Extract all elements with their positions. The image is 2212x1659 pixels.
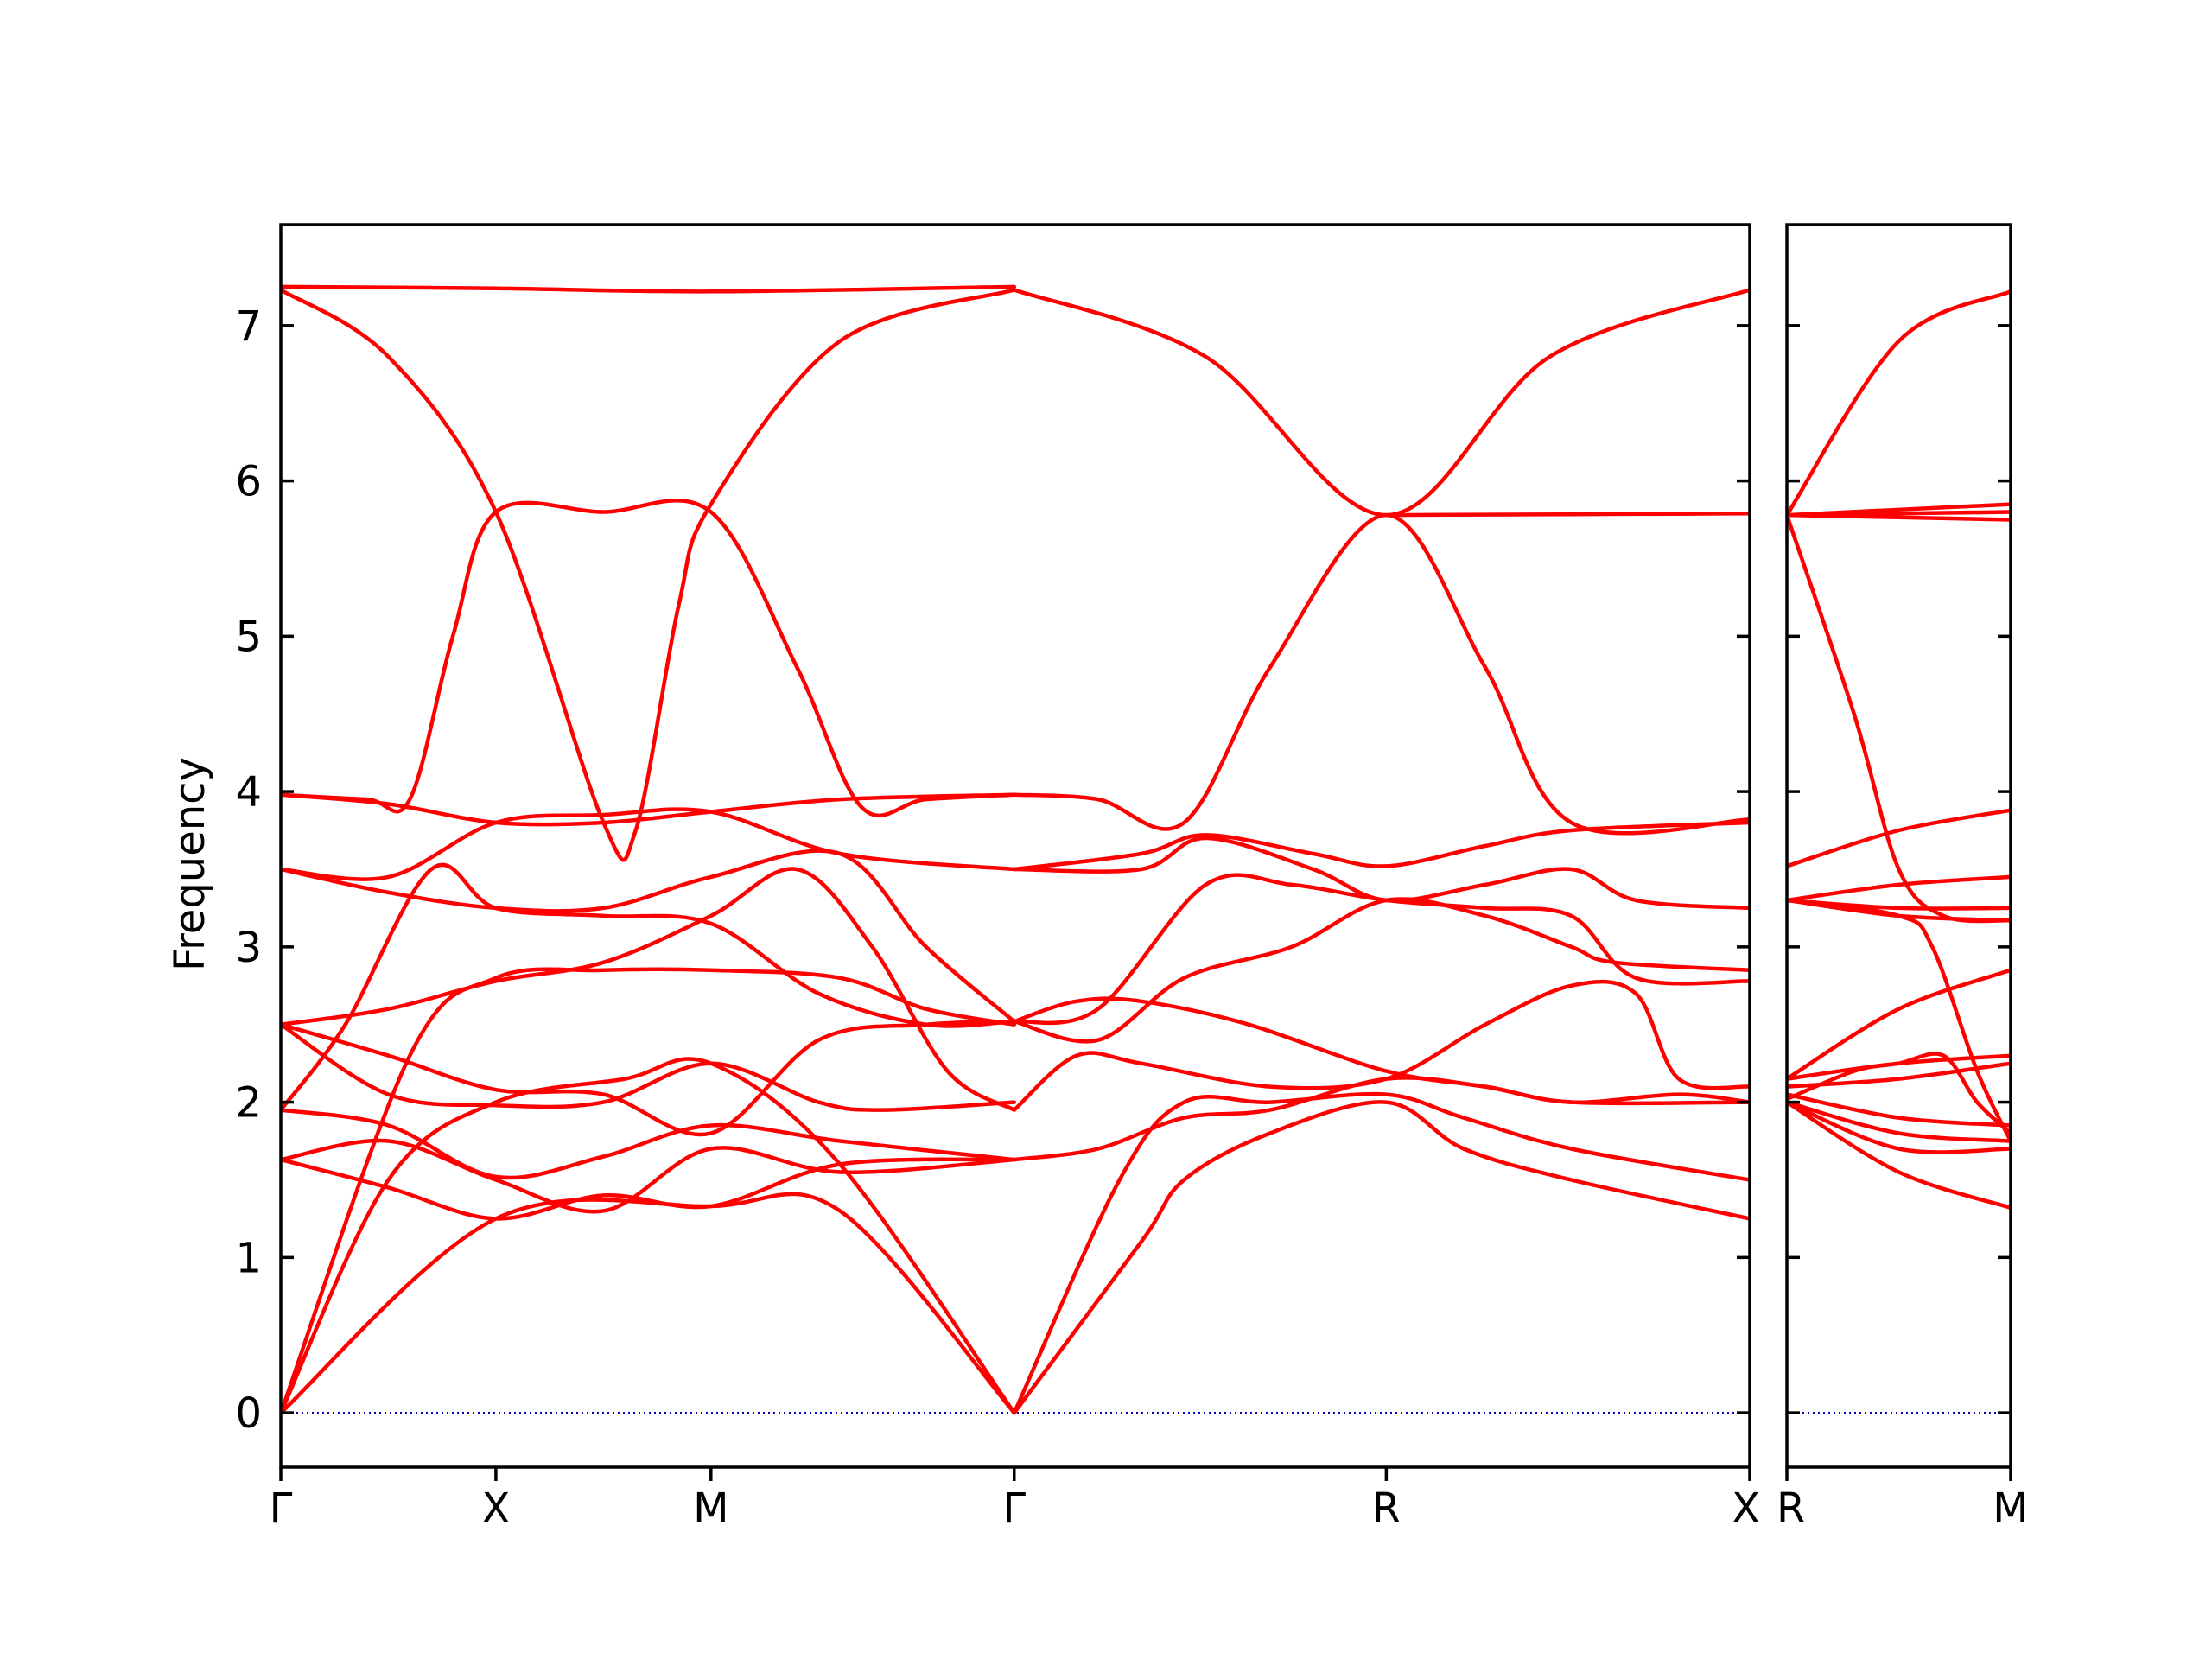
ytick-label: 2 bbox=[235, 1079, 262, 1128]
main-band-5 bbox=[281, 1138, 1017, 1214]
main-band-28 bbox=[1384, 512, 1750, 518]
main-band-1 bbox=[281, 1192, 1017, 1415]
side-band-11 bbox=[1787, 898, 2011, 911]
xtick-label-M: M bbox=[693, 1484, 728, 1533]
side-band-18 bbox=[1787, 289, 2011, 518]
main-band-27 bbox=[1012, 288, 1750, 518]
main-band-19 bbox=[1012, 1076, 1750, 1162]
y-axis-label: Frequency bbox=[166, 757, 214, 971]
ytick-label: 7 bbox=[235, 302, 262, 351]
xtick-label-Γ: Γ bbox=[270, 1484, 293, 1533]
side-band-7 bbox=[1787, 968, 2011, 1081]
main-band-10 bbox=[281, 1022, 1017, 1112]
main-band-25 bbox=[1012, 820, 1750, 872]
main-band-4 bbox=[281, 1157, 1017, 1221]
ytick-label: 0 bbox=[235, 1389, 262, 1438]
side-band-3 bbox=[1787, 1100, 2011, 1143]
side-band-13 bbox=[1787, 808, 2011, 868]
side-band-8 bbox=[1787, 1052, 2011, 1135]
main-band-14 bbox=[281, 498, 1017, 818]
xtick-label-X: X bbox=[1732, 1484, 1760, 1533]
main-band-16 bbox=[281, 284, 1017, 294]
side-band-4 bbox=[1787, 1092, 2011, 1128]
main-band-17 bbox=[1012, 1100, 1750, 1415]
side-plot-area bbox=[1787, 289, 2011, 1414]
xtick-label-M: M bbox=[1993, 1484, 2028, 1533]
main-band-11 bbox=[281, 807, 1017, 881]
ytick-label: 5 bbox=[235, 613, 262, 661]
side-band-1 bbox=[1787, 1100, 2011, 1211]
main-band-2 bbox=[281, 1057, 1017, 1415]
side-band-17 bbox=[1787, 502, 2011, 518]
xtick-label-R: R bbox=[1372, 1484, 1401, 1533]
side-band-2 bbox=[1787, 1100, 2011, 1154]
main-band-15 bbox=[281, 288, 1017, 862]
ytick-label: 3 bbox=[235, 924, 262, 972]
xtick-label-Γ: Γ bbox=[1002, 1484, 1026, 1533]
xtick-label-X: X bbox=[481, 1484, 510, 1533]
main-band-7 bbox=[281, 862, 1017, 1112]
ytick-label: 4 bbox=[235, 768, 262, 817]
side-band-12 bbox=[1787, 874, 2011, 903]
main-band-12 bbox=[281, 849, 1017, 1024]
main-frame bbox=[279, 223, 1751, 1469]
main-band-22 bbox=[1012, 996, 1750, 1104]
side-band-9 bbox=[1787, 898, 2011, 1143]
main-band-3 bbox=[281, 967, 1017, 1415]
main-panel: 0 1 2 3 4 5 6 7 Γ X M Γ R X bbox=[235, 223, 1760, 1533]
main-band-20 bbox=[1012, 979, 1750, 1112]
ytick-label: 1 bbox=[235, 1234, 262, 1282]
main-band-26 bbox=[1012, 512, 1750, 836]
ytick-label: 6 bbox=[235, 458, 262, 506]
side-band-5 bbox=[1787, 1061, 2011, 1089]
xtick-label-R: R bbox=[1777, 1484, 1805, 1533]
side-frame bbox=[1785, 223, 2012, 1469]
main-band-21 bbox=[1012, 897, 1750, 1044]
side-band-14 bbox=[1787, 512, 2011, 924]
main-band-24 bbox=[1012, 836, 1750, 911]
main-band-9 bbox=[281, 1019, 1017, 1137]
main-band-6 bbox=[281, 1108, 1017, 1180]
main-plot-area bbox=[281, 284, 1750, 1415]
